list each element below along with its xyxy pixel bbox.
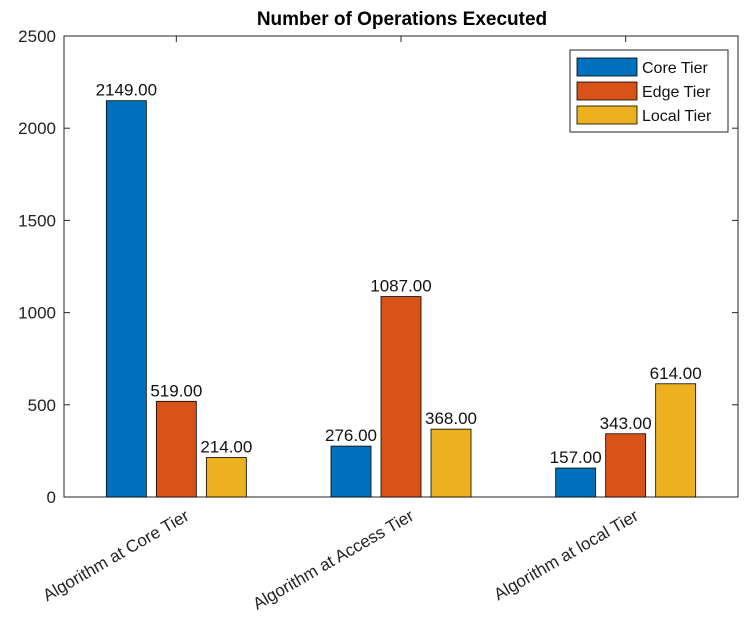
data-label: 276.00 [325,426,377,445]
y-tick-label: 2500 [18,27,56,46]
legend-swatch-edge-tier [576,81,638,101]
y-tick-label: 1000 [18,304,56,323]
bar-edge-tier-3 [605,433,647,498]
legend-swatch-core-tier [576,57,638,77]
bar-core-tier-1 [105,100,147,498]
bar-local-tier-1 [205,457,247,498]
bar-edge-tier-2 [380,296,422,498]
x-category-label: Algorithm at local Tier [491,506,642,604]
x-category-label: Algorithm at Access Tier [250,506,418,614]
bar-local-tier-2 [430,428,472,498]
data-label: 519.00 [150,381,202,400]
y-tick-label: 2000 [18,119,56,138]
x-category-label: Algorithm at Core Tier [40,506,193,605]
legend-label: Edge Tier [642,84,711,101]
legend: Core Tier Edge Tier Local Tier [569,49,729,133]
data-label: 157.00 [550,448,602,467]
data-label: 214.00 [200,438,252,457]
data-label: 368.00 [425,409,477,428]
legend-swatch-local-tier [576,105,638,125]
y-tick-label: 0 [47,488,56,507]
y-tick-label: 1500 [18,211,56,230]
bar-core-tier-2 [330,445,372,498]
bars-group: 2149.00 519.00 214.00 276.00 1087.00 368.00 15… [96,81,702,498]
y-tick-label: 500 [28,396,56,415]
bar-core-tier-3 [555,467,597,498]
bar-local-tier-3 [655,383,697,498]
bar-edge-tier-1 [155,400,197,498]
data-label: 614.00 [650,364,702,383]
chart-title: Number of Operations Executed [257,9,547,30]
data-label: 343.00 [600,414,652,433]
legend-label: Local Tier [642,108,712,125]
data-label: 1087.00 [370,277,431,296]
legend-label: Core Tier [642,60,708,77]
data-label: 2149.00 [96,81,157,100]
